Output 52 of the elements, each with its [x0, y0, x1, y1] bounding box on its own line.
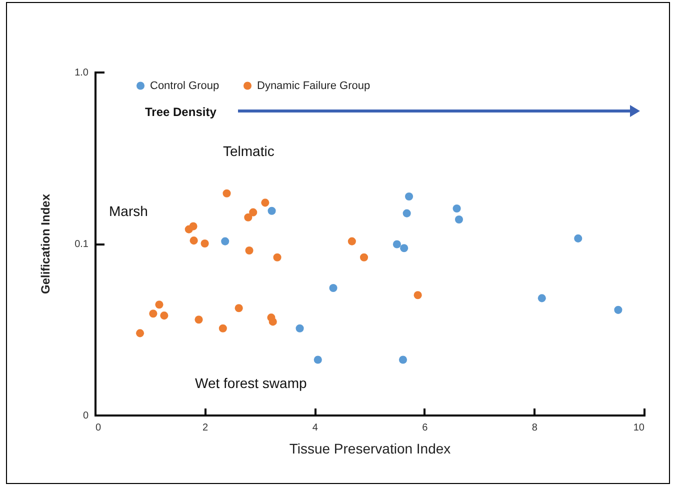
point: [296, 324, 304, 332]
y-tick-label: 0.1: [74, 239, 89, 250]
y-tick-label: 1.0: [74, 68, 89, 78]
x-tick-label: 4: [312, 422, 318, 434]
point: [314, 356, 322, 364]
annotation: Tree Density: [145, 105, 217, 119]
point: [414, 291, 422, 300]
point: [574, 234, 582, 242]
point: [404, 192, 414, 201]
point: [190, 236, 198, 245]
point: [261, 198, 270, 207]
point: [244, 213, 252, 222]
point: [614, 306, 622, 314]
point: [234, 304, 243, 312]
point: [160, 312, 168, 320]
legend-label: Dynamic Failure Group: [257, 80, 370, 92]
annotation: Wet forest swamp: [195, 375, 307, 391]
annotation: Marsh: [109, 203, 148, 219]
y-tick-label: 0: [82, 410, 89, 422]
x-tick-label: 10: [633, 422, 645, 434]
point: [402, 209, 411, 218]
point: [155, 300, 164, 309]
point: [268, 206, 276, 215]
point: [360, 253, 368, 262]
point: [249, 208, 258, 216]
point: [273, 253, 282, 262]
legend-label: Control Group: [150, 80, 220, 92]
point: [149, 310, 158, 318]
point: [348, 237, 356, 246]
point: [136, 329, 144, 338]
point: [200, 239, 209, 248]
point: [222, 189, 231, 198]
x-tick-label: 2: [202, 422, 209, 434]
point: [245, 246, 254, 255]
point: [454, 215, 464, 224]
x-tick-label: 0: [96, 422, 102, 434]
point: [218, 324, 227, 332]
annotation: Telmatic: [223, 143, 274, 159]
point: [221, 237, 230, 246]
point: [400, 244, 408, 252]
point: [398, 356, 408, 364]
point: [329, 284, 338, 292]
point: [452, 204, 461, 213]
point: [538, 294, 546, 302]
x-tick-label: 6: [422, 422, 428, 434]
point: [194, 316, 203, 324]
point: [392, 240, 401, 248]
point: [268, 318, 277, 326]
y-axis-title: Gelification Index: [38, 194, 53, 294]
x-axis-title: Tissue Preservation Index: [289, 440, 451, 456]
point: [184, 225, 193, 234]
x-tick-label: 8: [532, 422, 538, 434]
